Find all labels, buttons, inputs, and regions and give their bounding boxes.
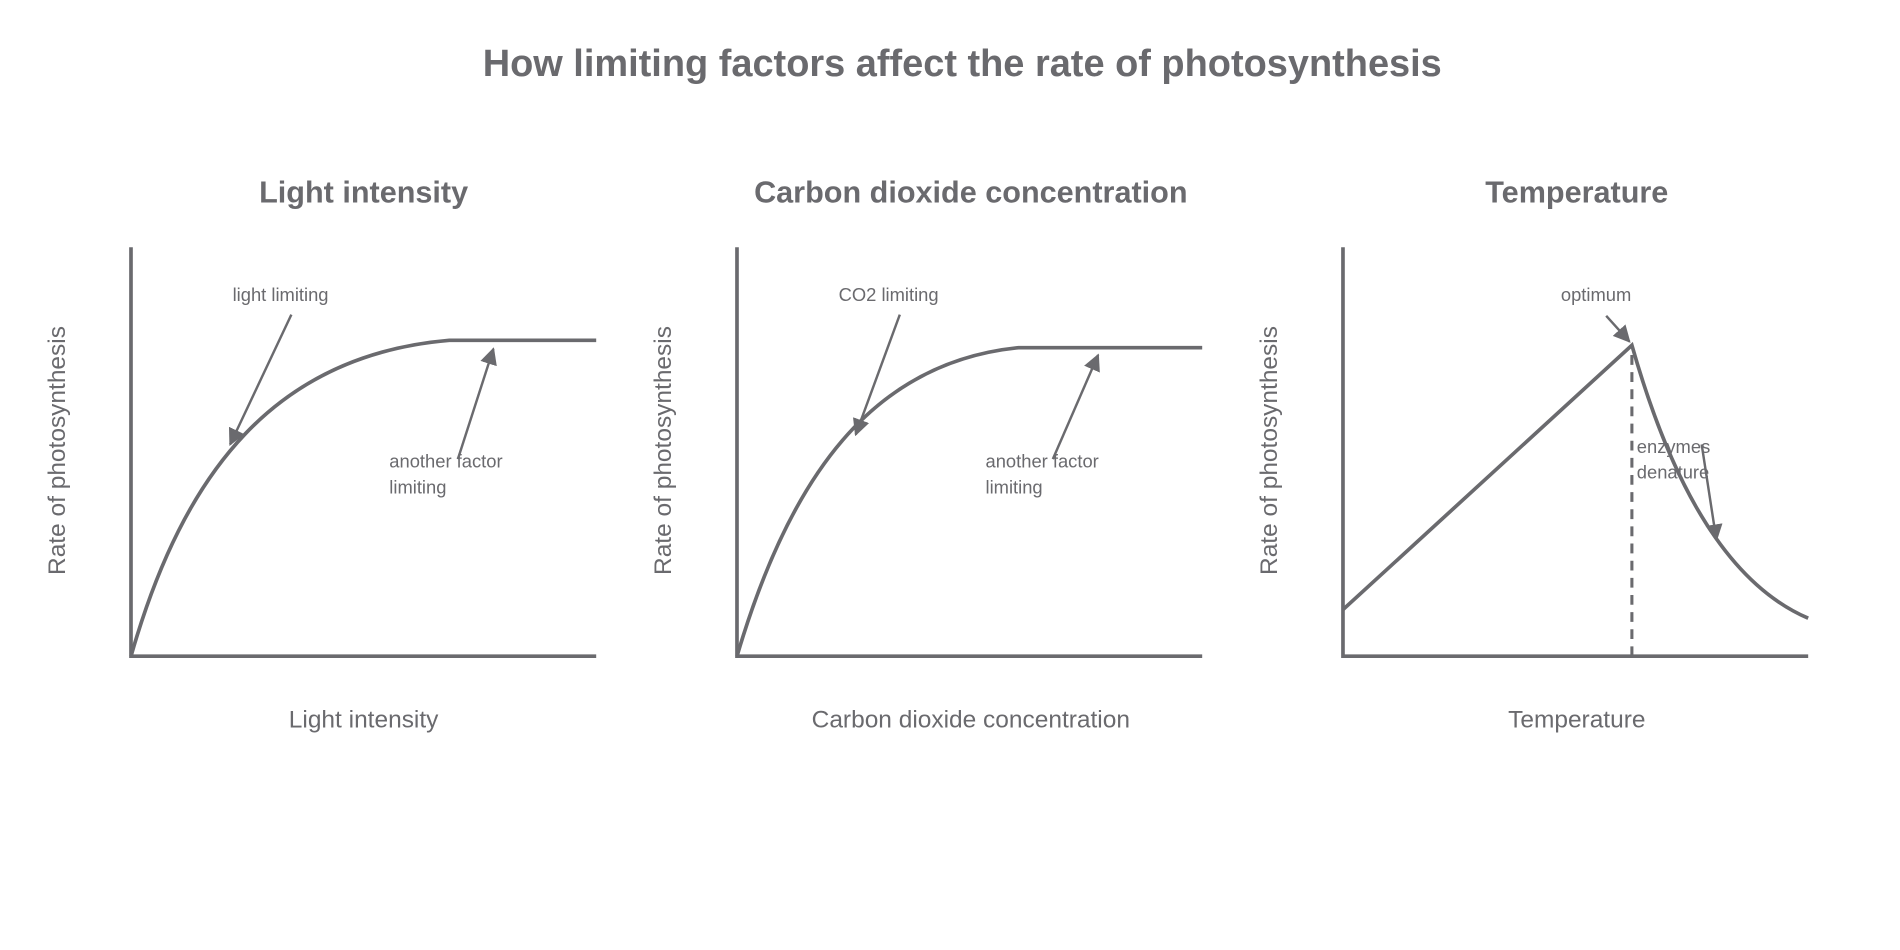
curve bbox=[129, 338, 597, 657]
annotation: limiting bbox=[986, 476, 1043, 497]
x-axis-label: Temperature bbox=[1508, 707, 1645, 734]
axes bbox=[129, 247, 597, 659]
curve bbox=[1341, 341, 1809, 620]
main-title: How limiting factors affect the rate of … bbox=[483, 43, 1442, 85]
x-axis-label: Carbon dioxide concentration bbox=[812, 707, 1130, 734]
annotation: optimum bbox=[1561, 284, 1631, 305]
annotation: another factor bbox=[389, 451, 502, 472]
annotation: another factor bbox=[986, 451, 1099, 472]
annotation: enzymes bbox=[1637, 436, 1710, 457]
arrow bbox=[1605, 315, 1631, 343]
curve bbox=[735, 345, 1203, 657]
arrow bbox=[1700, 444, 1723, 542]
arrow bbox=[1051, 353, 1100, 460]
y-axis-label: Rate of photosynthesis bbox=[650, 326, 677, 575]
y-axis-label: Rate of photosynthesis bbox=[1256, 326, 1283, 575]
annotation: CO2 limiting bbox=[839, 284, 939, 305]
panel-title: Temperature bbox=[1485, 176, 1668, 210]
annotation: light limiting bbox=[233, 284, 329, 305]
axes bbox=[735, 247, 1203, 659]
panel-title: Light intensity bbox=[259, 176, 468, 210]
x-axis-label: Light intensity bbox=[289, 707, 439, 734]
arrow bbox=[228, 314, 293, 446]
arrow bbox=[456, 347, 497, 460]
panel-title: Carbon dioxide concentration bbox=[754, 176, 1187, 210]
annotation: denature bbox=[1637, 462, 1709, 483]
arrow bbox=[853, 314, 901, 437]
axes bbox=[1341, 247, 1809, 659]
annotation: limiting bbox=[389, 476, 446, 497]
y-axis-label: Rate of photosynthesis bbox=[44, 326, 71, 575]
